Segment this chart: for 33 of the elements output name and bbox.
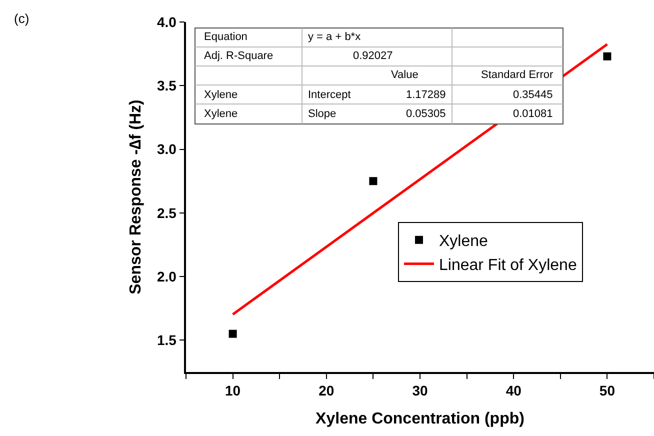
point bbox=[603, 52, 612, 60]
x-tick-label: 50 bbox=[599, 382, 616, 399]
annotation: 0.92027 bbox=[353, 50, 393, 62]
annotation: Adj. R-Square bbox=[204, 50, 274, 62]
annotation: Value bbox=[391, 69, 418, 81]
annotation: 0.35445 bbox=[513, 89, 553, 101]
point bbox=[228, 330, 237, 338]
x-axis-title: Xylene Concentration (ppb) bbox=[316, 410, 524, 428]
annotation: Slope bbox=[308, 108, 336, 120]
text: (c) bbox=[14, 11, 30, 26]
legend-label: Linear Fit of Xylene bbox=[439, 256, 577, 274]
x-tick-label: 30 bbox=[412, 382, 428, 399]
y-tick-label: 3.5 bbox=[156, 78, 177, 94]
y-axis-title: Sensor Response -∆f (Hz) bbox=[127, 100, 144, 294]
y-tick-label: 3.0 bbox=[156, 141, 177, 158]
annotation: 1.17289 bbox=[406, 89, 446, 101]
y-tick-label: 1.5 bbox=[156, 332, 177, 348]
y-tick-label: 2.0 bbox=[156, 268, 177, 284]
x-tick-label: 40 bbox=[506, 382, 522, 399]
legend-label: Xylene bbox=[439, 233, 488, 250]
annotation: Xylene bbox=[204, 108, 238, 120]
annotation: Intercept bbox=[308, 89, 351, 101]
annotation: 0.05305 bbox=[406, 108, 446, 120]
annotation: Equation bbox=[204, 31, 248, 43]
y-tick-label: 2.5 bbox=[156, 204, 177, 221]
y-tick-label: 4.0 bbox=[156, 14, 177, 30]
x-tick-label: 20 bbox=[318, 382, 334, 399]
point bbox=[369, 177, 378, 186]
annotation: y = a + b*x bbox=[308, 31, 362, 43]
x-tick-label: 10 bbox=[225, 382, 241, 399]
annotation: Xylene bbox=[204, 89, 238, 101]
annotation: Standard Error bbox=[481, 69, 554, 81]
annotation: 0.01081 bbox=[513, 108, 553, 120]
